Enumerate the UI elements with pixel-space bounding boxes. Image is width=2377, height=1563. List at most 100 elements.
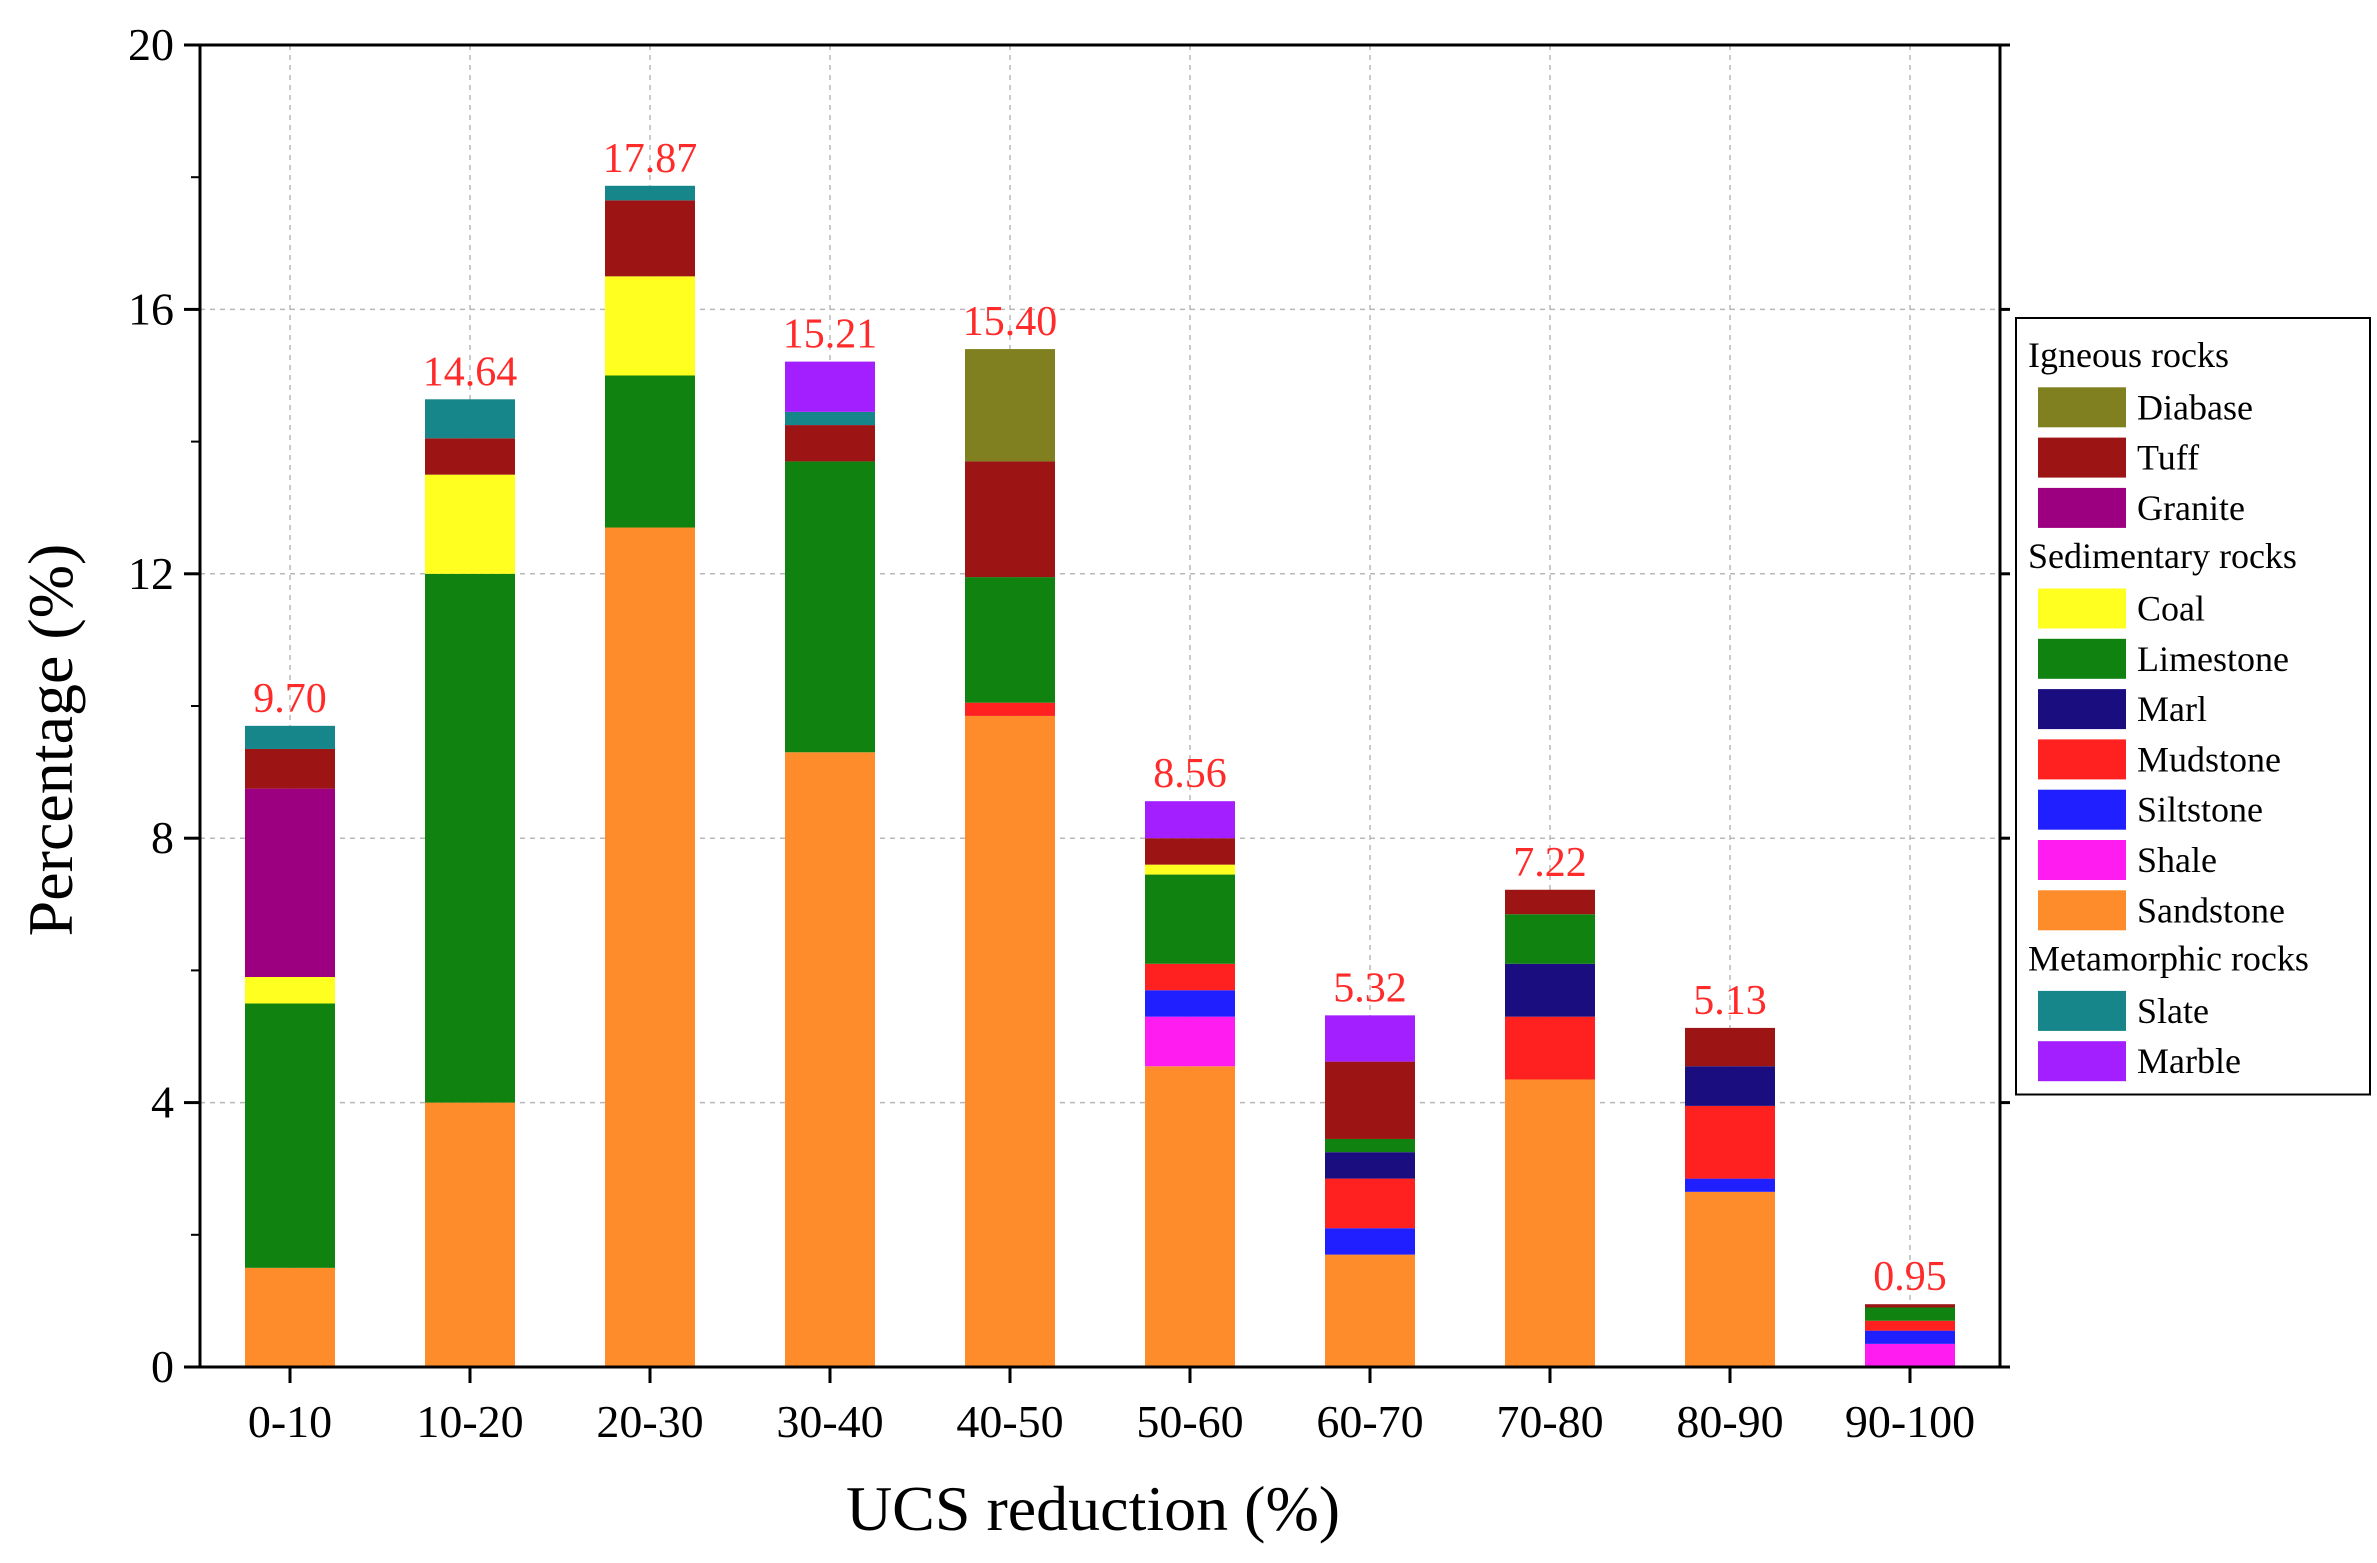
bar-segment-marl-80-90 — [1685, 1066, 1775, 1106]
legend-label-marl: Marl — [2137, 689, 2207, 729]
y-tick-label: 16 — [128, 283, 174, 334]
bar-segment-coal-10-20 — [425, 474, 515, 574]
legend-label-siltstone: Siltstone — [2137, 790, 2263, 830]
bar-segment-tuff-80-90 — [1685, 1027, 1775, 1067]
bar-segment-limestone-40-50 — [965, 577, 1055, 703]
bar-segment-sandstone-40-50 — [965, 715, 1055, 1367]
bar-segment-shale-50-60 — [1145, 1016, 1235, 1067]
x-tick-label-20-30: 20-30 — [596, 1396, 703, 1447]
legend-swatch-siltstone — [2038, 789, 2126, 830]
bar-segment-sandstone-60-70 — [1325, 1254, 1415, 1367]
y-tick-label: 20 — [128, 19, 174, 70]
x-tick-label-60-70: 60-70 — [1316, 1396, 1423, 1447]
legend-swatch-marl — [2038, 689, 2126, 730]
x-tick-label-50-60: 50-60 — [1136, 1396, 1243, 1447]
bar-segment-mudstone-90-100 — [1865, 1320, 1955, 1331]
x-tick-label-40-50: 40-50 — [956, 1396, 1063, 1447]
legend-swatch-slate — [2038, 990, 2126, 1031]
bar-segment-limestone-20-30 — [605, 375, 695, 528]
legend-group-title: Igneous rocks — [2028, 335, 2229, 375]
bar-segment-marl-60-70 — [1325, 1152, 1415, 1179]
y-axis-title: Percentage (%) — [15, 544, 86, 937]
legend-swatch-mudstone — [2038, 739, 2126, 780]
legend-swatch-diabase — [2038, 387, 2126, 428]
total-labels-layer: 9.70 14.64 17.87 15.21 15.40 8.56 5.32 7.22 5.13… — [253, 136, 1947, 1300]
bar-segment-limestone-50-60 — [1145, 874, 1235, 964]
bar-segment-siltstone-50-60 — [1145, 990, 1235, 1017]
bars-layer — [245, 185, 1955, 1367]
bar-segment-sandstone-70-80 — [1505, 1079, 1595, 1367]
bar-segment-slate-30-40 — [785, 411, 875, 426]
total-label-20-30: 17.87 — [603, 136, 698, 182]
bar-segment-tuff-30-40 — [785, 425, 875, 462]
legend-group-title: Sedimentary rocks — [2028, 536, 2297, 576]
bar-segment-limestone-60-70 — [1325, 1138, 1415, 1153]
legend-swatch-granite — [2038, 487, 2126, 528]
bar-segment-mudstone-80-90 — [1685, 1105, 1775, 1179]
legend-label-granite: Granite — [2137, 488, 2245, 528]
x-tick-label-80-90: 80-90 — [1676, 1396, 1783, 1447]
legend-label-limestone: Limestone — [2137, 639, 2289, 679]
y-tick-label: 12 — [128, 548, 174, 599]
bar-segment-diabase-40-50 — [965, 349, 1055, 462]
legend-label-shale: Shale — [2137, 840, 2217, 880]
bar-segment-tuff-90-100 — [1865, 1304, 1955, 1308]
bar-segment-slate-0-10 — [245, 725, 335, 749]
x-tick-label-10-20: 10-20 — [416, 1396, 523, 1447]
legend-label-marble: Marble — [2137, 1041, 2241, 1081]
x-tick-label-0-10: 0-10 — [248, 1396, 332, 1447]
bar-segment-coal-50-60 — [1145, 864, 1235, 875]
bar-segment-tuff-0-10 — [245, 748, 335, 789]
bar-segment-sandstone-10-20 — [425, 1102, 515, 1367]
bar-segment-limestone-10-20 — [425, 573, 515, 1103]
y-tick-label: 0 — [151, 1341, 174, 1392]
bar-segment-sandstone-50-60 — [1145, 1066, 1235, 1367]
y-tick-label: 8 — [151, 812, 174, 863]
legend-label-coal: Coal — [2137, 589, 2205, 629]
bar-segment-slate-10-20 — [425, 399, 515, 439]
legend-label-tuff: Tuff — [2137, 438, 2199, 478]
legend-label-diabase: Diabase — [2137, 387, 2253, 427]
bar-segment-tuff-10-20 — [425, 438, 515, 475]
total-label-40-50: 15.40 — [963, 299, 1058, 345]
total-label-50-60: 8.56 — [1153, 751, 1227, 797]
total-label-0-10: 9.70 — [253, 676, 327, 722]
total-label-60-70: 5.32 — [1333, 965, 1407, 1011]
legend-label-mudstone: Mudstone — [2137, 739, 2281, 779]
total-label-90-100: 0.95 — [1873, 1254, 1947, 1300]
bar-segment-marble-50-60 — [1145, 801, 1235, 839]
y-tick-label: 4 — [151, 1077, 174, 1128]
legend-swatch-shale — [2038, 840, 2126, 880]
bar-segment-siltstone-90-100 — [1865, 1330, 1955, 1344]
legend-group-title: Metamorphic rocks — [2028, 939, 2309, 979]
bar-segment-limestone-90-100 — [1865, 1307, 1955, 1321]
bar-segment-granite-0-10 — [245, 788, 335, 978]
axes-layer: 0 4 8 12 16 20 0-10 10-20 20-30 30-40 40-50 50-60 60… — [128, 19, 2010, 1447]
bar-segment-sandstone-0-10 — [245, 1267, 335, 1367]
legend-label-sandstone: Sandstone — [2137, 890, 2285, 930]
bar-segment-tuff-70-80 — [1505, 889, 1595, 915]
bar-segment-siltstone-80-90 — [1685, 1178, 1775, 1192]
total-label-30-40: 15.21 — [783, 312, 878, 358]
bar-segment-mudstone-50-60 — [1145, 963, 1235, 991]
legend-swatch-tuff — [2038, 437, 2126, 478]
bar-segment-limestone-70-80 — [1505, 914, 1595, 964]
bar-segment-limestone-0-10 — [245, 1003, 335, 1268]
bar-segment-marble-60-70 — [1325, 1015, 1415, 1062]
bar-segment-mudstone-70-80 — [1505, 1016, 1595, 1080]
bar-segment-slate-20-30 — [605, 185, 695, 201]
bar-segment-marl-70-80 — [1505, 963, 1595, 1017]
bar-segment-tuff-60-70 — [1325, 1061, 1415, 1139]
bar-segment-marble-30-40 — [785, 361, 875, 412]
bar-segment-tuff-50-60 — [1145, 838, 1235, 865]
bar-segment-tuff-40-50 — [965, 461, 1055, 578]
legend-label-slate: Slate — [2137, 991, 2209, 1031]
bar-segment-sandstone-80-90 — [1685, 1191, 1775, 1367]
legend-swatch-sandstone — [2038, 890, 2126, 931]
bar-segment-coal-0-10 — [245, 977, 335, 1004]
bar-segment-tuff-20-30 — [605, 200, 695, 277]
bar-segment-coal-20-30 — [605, 276, 695, 376]
x-tick-label-70-80: 70-80 — [1496, 1396, 1603, 1447]
